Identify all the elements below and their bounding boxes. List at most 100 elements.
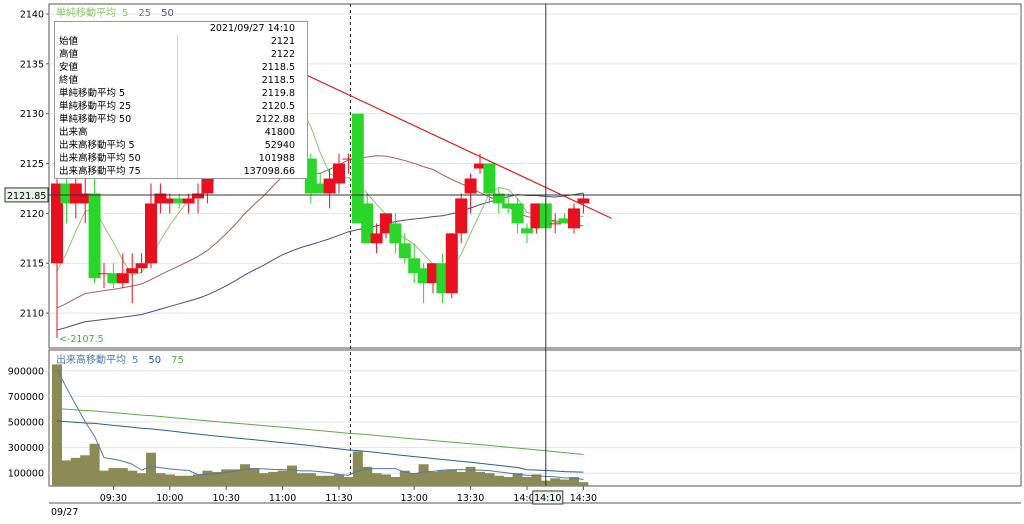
price-tick-label: 2120 — [20, 209, 44, 220]
info-value: 137098.66 — [243, 166, 295, 177]
volume-tick-label: 500000 — [8, 418, 44, 429]
info-value: 2121 — [270, 36, 295, 47]
volume-bar — [258, 473, 269, 486]
info-row: 単純移動平均 5 2119.8 — [55, 87, 307, 100]
volume-bar — [437, 470, 448, 486]
crosshair-price-box — [4, 187, 49, 203]
candle-body — [427, 263, 439, 284]
candle-body — [98, 273, 110, 275]
volume-bar — [352, 451, 363, 486]
volume-ma5-line — [56, 369, 584, 481]
price-tick-label: 2130 — [20, 109, 44, 120]
low-annotation: <-2107.5 — [59, 334, 104, 345]
volume-bar — [371, 473, 382, 486]
volume-ma-legend-title: 出来高移動平均 — [56, 355, 126, 366]
candle-body — [398, 243, 411, 259]
volume-bar — [287, 465, 297, 486]
info-value: 2119.8 — [261, 88, 295, 99]
volume-ma75-line — [56, 408, 584, 456]
volume-bar — [164, 474, 175, 486]
volume-bar — [52, 364, 62, 486]
price-ma-legend-title: 単純移動平均 — [56, 8, 116, 19]
candle-body — [549, 223, 562, 225]
info-label: 始値 — [59, 36, 79, 47]
volume-bar — [202, 470, 213, 486]
volume-bar — [117, 468, 128, 486]
candle-body — [342, 158, 355, 160]
time-tick-label: 10:30 — [213, 493, 240, 504]
volume-ma-legend-p1: 5 — [132, 355, 139, 366]
candle-body — [577, 198, 590, 204]
candle-body — [380, 213, 392, 234]
volume-bar — [390, 477, 401, 486]
candle-body — [445, 233, 458, 294]
candle-body — [173, 198, 186, 204]
volume-bar — [174, 475, 185, 486]
info-label: 出来高移動平均 5 — [59, 140, 135, 151]
price-tick-label: 2115 — [20, 259, 44, 270]
volume-bar — [240, 464, 250, 486]
candle-body — [314, 183, 327, 194]
candle-body — [370, 233, 383, 244]
volume-tick-label: 100000 — [8, 469, 44, 480]
time-tick-label: 09:30 — [100, 493, 127, 504]
candle-body — [333, 163, 345, 184]
volume-ma50-line — [56, 420, 584, 473]
volume-bar — [418, 464, 429, 486]
volume-bar — [475, 471, 485, 486]
info-row: 終値 2118.5 — [55, 74, 307, 87]
volume-bar — [183, 475, 194, 486]
candle-body — [154, 193, 167, 204]
time-tick-label: 11:00 — [269, 493, 296, 504]
volume-bar — [559, 479, 570, 486]
volume-bar — [99, 470, 109, 486]
info-label: 単純移動平均 50 — [59, 114, 132, 125]
volume-bar — [70, 457, 81, 486]
volume-bar — [550, 478, 561, 486]
candle-body — [502, 203, 515, 209]
volume-bar — [503, 477, 514, 486]
candle-body — [126, 268, 139, 274]
volume-bar — [522, 477, 532, 486]
info-value: 2120.5 — [261, 101, 295, 112]
info-label: 出来高 — [59, 127, 88, 138]
crosshair-time-label: 14:10 — [534, 493, 561, 504]
info-row: 単純移動平均 50 2122.88 — [55, 113, 307, 126]
time-tick-label: 14:00 — [513, 493, 540, 504]
info-label: 出来高移動平均 50 — [59, 153, 141, 164]
time-tick-label: 10:00 — [156, 493, 183, 504]
price-tick-label: 2135 — [20, 59, 44, 70]
candle-body — [492, 193, 505, 204]
candle-body — [88, 193, 101, 279]
info-date: 2021/09/27 14:10 — [55, 22, 307, 35]
candle-body — [464, 178, 477, 194]
info-row: 出来高 41800 — [55, 126, 307, 139]
info-row: 出来高移動平均 50 101988 — [55, 152, 307, 165]
volume-bar — [211, 471, 222, 486]
candle-body — [192, 193, 204, 199]
volume-bar — [531, 474, 542, 486]
volume-bar — [428, 471, 438, 486]
candle-body — [182, 198, 195, 204]
volume-panel — [48, 349, 1022, 487]
volume-bar — [456, 471, 467, 486]
volume-bar — [569, 477, 579, 486]
volume-bar — [334, 474, 344, 486]
info-row: 高値 2122 — [55, 48, 307, 61]
candle-body — [511, 203, 524, 224]
volume-tick-label: 700000 — [8, 392, 44, 403]
candle-body — [558, 218, 571, 224]
volume-bar — [493, 475, 504, 486]
time-tick-label: 11:30 — [325, 493, 352, 504]
volume-bar — [465, 466, 476, 486]
volume-bar — [578, 482, 589, 486]
candle-body — [474, 163, 486, 169]
volume-bar — [136, 473, 147, 486]
info-row: 単純移動平均 25 2120.5 — [55, 100, 307, 113]
info-value: 2122 — [270, 49, 295, 60]
candle-body — [436, 263, 449, 294]
info-value: 41800 — [264, 127, 295, 138]
price-ma-legend: 単純移動平均 5 25 50 — [56, 4, 184, 19]
